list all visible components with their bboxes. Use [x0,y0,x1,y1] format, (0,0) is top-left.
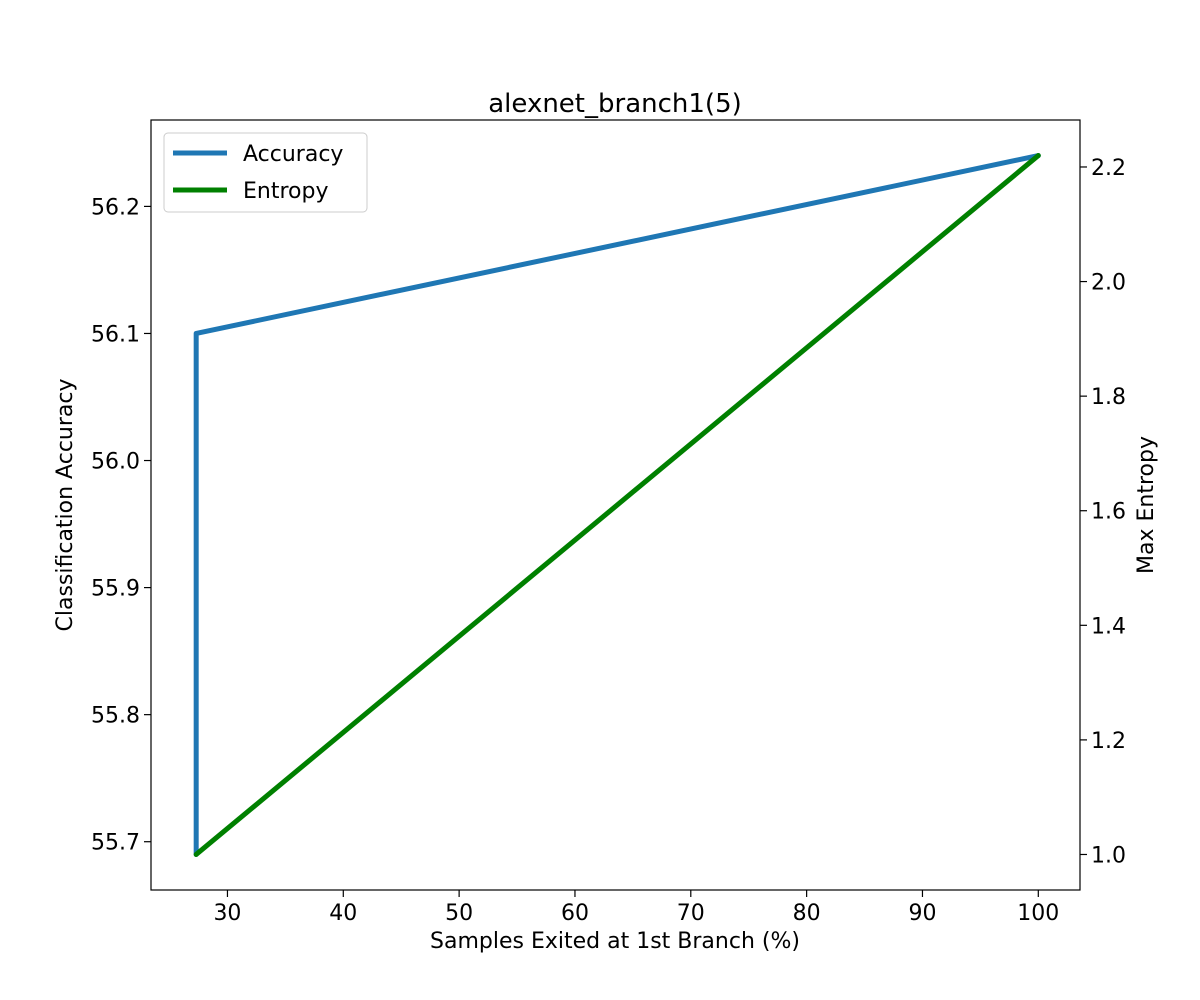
x-tick-label: 60 [561,901,589,926]
x-tick-label: 50 [445,901,473,926]
x-axis-label: Samples Exited at 1st Branch (%) [430,929,800,954]
series-line-accuracy [193,153,1041,857]
y2-tick-label: 1.8 [1091,385,1126,410]
y2-axis-label: Max Entropy [1134,436,1159,574]
x-tick-label: 40 [329,901,357,926]
y2-tick-label: 2.0 [1091,271,1126,296]
y2-tick-label: 1.6 [1091,500,1126,525]
x-tick-label: 30 [213,901,241,926]
series-layer [193,153,1041,857]
legend-label-accuracy: Accuracy [243,142,343,167]
y2-tick-label: 1.2 [1091,729,1126,754]
y-tick-label: 55.8 [91,704,140,729]
legend-label-entropy: Entropy [243,179,328,204]
x-tick-label: 70 [677,901,705,926]
x-tick-label: 90 [908,901,936,926]
y-axis-label: Classification Accuracy [53,379,78,632]
x-tick-label: 100 [1017,901,1059,926]
chart-title: alexnet_branch1(5) [488,89,742,119]
y2-tick-label: 2.2 [1091,156,1126,181]
y-tick-label: 56.0 [91,450,140,475]
x-tick-label: 80 [793,901,821,926]
y-tick-label: 56.1 [91,322,140,347]
legend: Accuracy Entropy [163,132,368,213]
y2-tick-label: 1.0 [1091,843,1126,868]
y-tick-label: 56.2 [91,195,140,220]
ticks-layer: 30 40 50 60 70 80 90 100 55.7 55.8 55.9 56.0 56.1 56.… [91,156,1126,926]
axes-frame [150,119,1081,891]
axes-layer [150,119,1081,891]
series-line-entropy [193,153,1041,857]
y-tick-label: 55.9 [91,577,140,602]
y-tick-label: 55.7 [91,831,140,856]
y2-tick-label: 1.4 [1091,614,1126,639]
